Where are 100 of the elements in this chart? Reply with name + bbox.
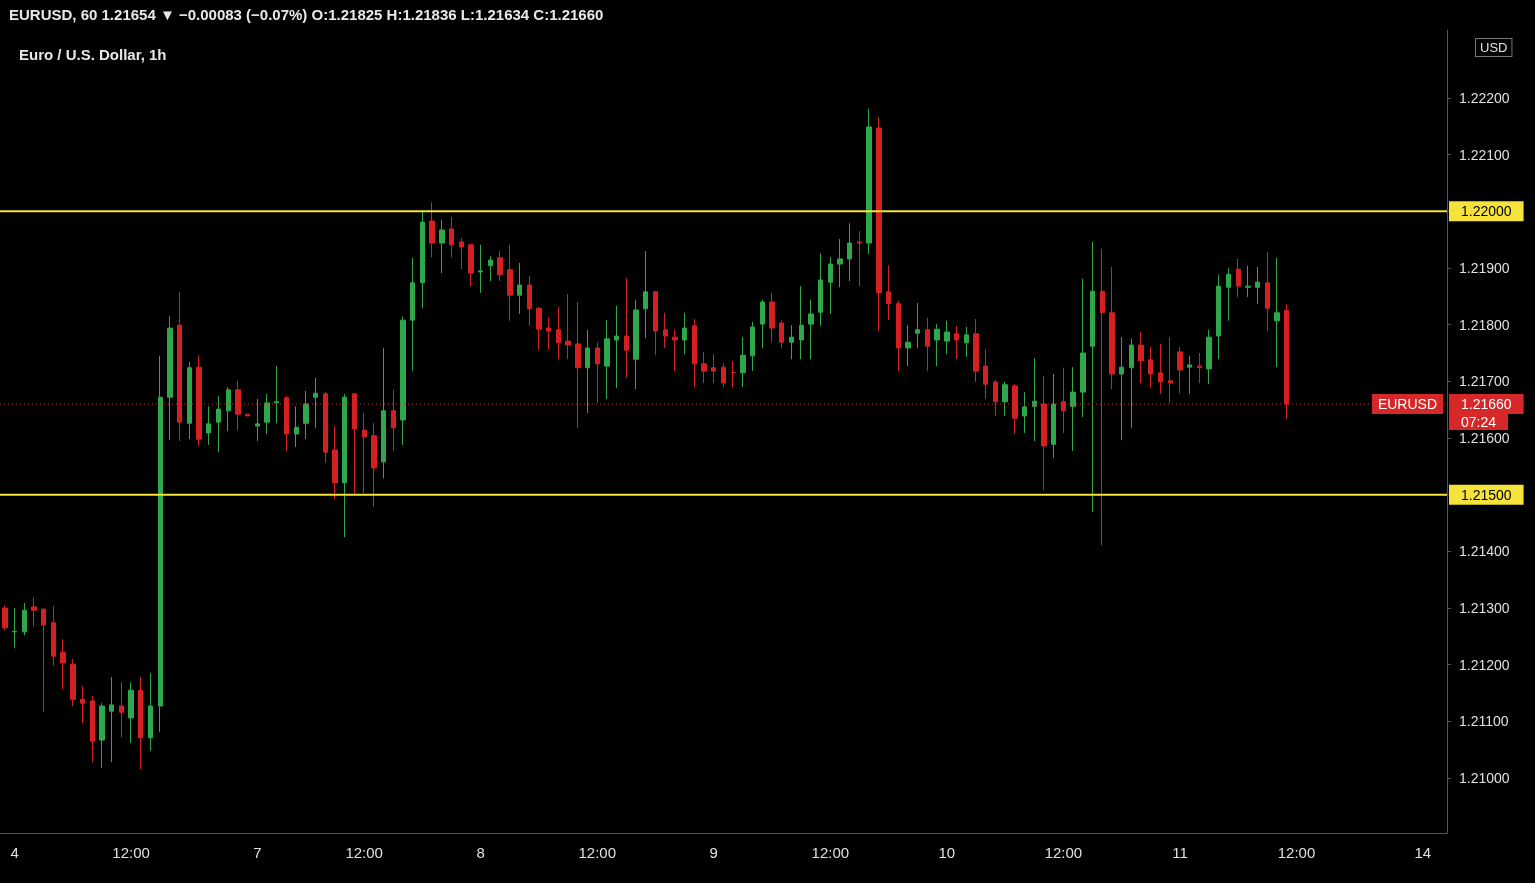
candlestick bbox=[1265, 251, 1270, 332]
candlestick bbox=[721, 362, 726, 388]
candlestick bbox=[565, 293, 571, 360]
candlestick bbox=[1216, 274, 1221, 360]
candlestick bbox=[1022, 391, 1027, 434]
y-tick-label: 1.21900 bbox=[1459, 260, 1510, 277]
y-tick-label: 1.21700 bbox=[1459, 373, 1510, 390]
candlestick bbox=[837, 238, 843, 288]
candlestick bbox=[886, 264, 891, 321]
candlestick bbox=[1206, 329, 1212, 385]
candlestick bbox=[1236, 258, 1241, 298]
candlestick bbox=[245, 413, 250, 417]
candlestick bbox=[556, 306, 561, 360]
candlestick bbox=[905, 324, 911, 367]
candlestick bbox=[60, 638, 66, 690]
candlestick bbox=[857, 230, 862, 287]
chart-title: EURUSD, 60 1.21654 ▼ −0.00083 (−0.07%) O:1.21825 H:1.21836 L:1.21634 C:1.21660 bbox=[9, 6, 604, 23]
y-tick-label: 1.21300 bbox=[1459, 600, 1510, 617]
candlestick bbox=[760, 299, 765, 349]
candlestick bbox=[226, 386, 231, 432]
candlestick bbox=[206, 405, 211, 446]
annotation: EURUSD bbox=[1377, 396, 1438, 413]
candlestick bbox=[915, 302, 920, 349]
candlestick bbox=[769, 292, 775, 343]
candlestick bbox=[701, 351, 707, 384]
candlestick bbox=[682, 312, 687, 355]
y-tick-label: 1.21600 bbox=[1459, 430, 1510, 447]
y-tick-label: 1.22100 bbox=[1459, 146, 1510, 163]
candlestick bbox=[41, 607, 46, 713]
candlestick bbox=[964, 326, 969, 358]
candlestick bbox=[983, 348, 988, 400]
candlestick bbox=[303, 390, 309, 440]
ref-line-label: 1.21660 bbox=[1461, 396, 1512, 413]
candlestick bbox=[1109, 266, 1115, 390]
text: USD bbox=[1480, 40, 1508, 55]
candlestick bbox=[1226, 267, 1231, 322]
candlestick bbox=[1245, 265, 1251, 298]
x-tick-label: 12:00 bbox=[1277, 844, 1316, 861]
y-tick-label: 1.21000 bbox=[1459, 770, 1510, 787]
candlestick bbox=[799, 285, 804, 360]
y-tick-label: 1.21100 bbox=[1459, 713, 1509, 730]
candlestick bbox=[604, 319, 610, 400]
candlestick bbox=[274, 365, 279, 424]
candlestick bbox=[789, 324, 794, 360]
candlestick bbox=[1070, 366, 1076, 452]
y-tick-label: 1.21200 bbox=[1459, 656, 1510, 673]
candlestick bbox=[663, 312, 668, 349]
candlestick bbox=[633, 299, 639, 390]
candlestick bbox=[711, 353, 716, 384]
candlestick bbox=[12, 607, 17, 649]
candlestick bbox=[148, 672, 153, 752]
candlestick bbox=[90, 695, 95, 763]
candlestick bbox=[876, 116, 882, 332]
candlestick bbox=[692, 318, 697, 388]
candlestick bbox=[1129, 337, 1134, 429]
candlestick bbox=[740, 336, 746, 388]
candlestick bbox=[624, 277, 629, 379]
candlestick bbox=[216, 395, 221, 453]
candlestick bbox=[1090, 241, 1095, 513]
candlestick bbox=[187, 361, 192, 440]
candlestick bbox=[944, 320, 950, 355]
candlestick bbox=[109, 676, 114, 763]
x-tick-label: 7 bbox=[253, 844, 262, 861]
candlestick bbox=[527, 275, 532, 327]
candlestick bbox=[294, 405, 299, 448]
candlestick bbox=[158, 355, 163, 733]
candlestick bbox=[449, 216, 454, 259]
candlestick bbox=[400, 316, 406, 446]
candlestick bbox=[672, 329, 678, 372]
text: Euro / U.S. Dollar, 1h bbox=[19, 46, 167, 63]
candlestick bbox=[459, 237, 464, 270]
candlestick bbox=[731, 360, 736, 388]
candlestick bbox=[1274, 257, 1280, 368]
candlestick bbox=[595, 341, 600, 404]
candlestick bbox=[1032, 357, 1037, 442]
candlestick bbox=[313, 377, 318, 429]
x-tick-label: 12:00 bbox=[345, 844, 383, 861]
candlestick bbox=[1197, 352, 1202, 384]
candlestick bbox=[585, 329, 590, 414]
candlestick bbox=[1002, 381, 1008, 417]
x-tick-label: 4 bbox=[10, 844, 19, 861]
candlestick bbox=[70, 658, 76, 707]
candlestick bbox=[954, 325, 959, 360]
candlestick bbox=[342, 393, 347, 538]
candlestick bbox=[750, 321, 755, 372]
candlestick bbox=[128, 681, 134, 744]
candlestick bbox=[1168, 336, 1173, 404]
candlestick bbox=[1138, 331, 1144, 384]
candlestick bbox=[507, 244, 513, 322]
x-tick-label: 12:00 bbox=[578, 844, 617, 861]
candlestick bbox=[779, 319, 784, 349]
y-tick-label: 1.22200 bbox=[1459, 90, 1510, 106]
y-tick-label: 1.21800 bbox=[1459, 316, 1510, 333]
candlestick bbox=[439, 219, 445, 274]
text: 07:24 bbox=[1461, 414, 1497, 431]
candlestick bbox=[497, 250, 503, 282]
x-tick-label: 9 bbox=[709, 844, 718, 861]
candlestick bbox=[934, 323, 940, 367]
candlestick bbox=[828, 256, 833, 315]
x-tick-label: 11 bbox=[1172, 844, 1188, 861]
